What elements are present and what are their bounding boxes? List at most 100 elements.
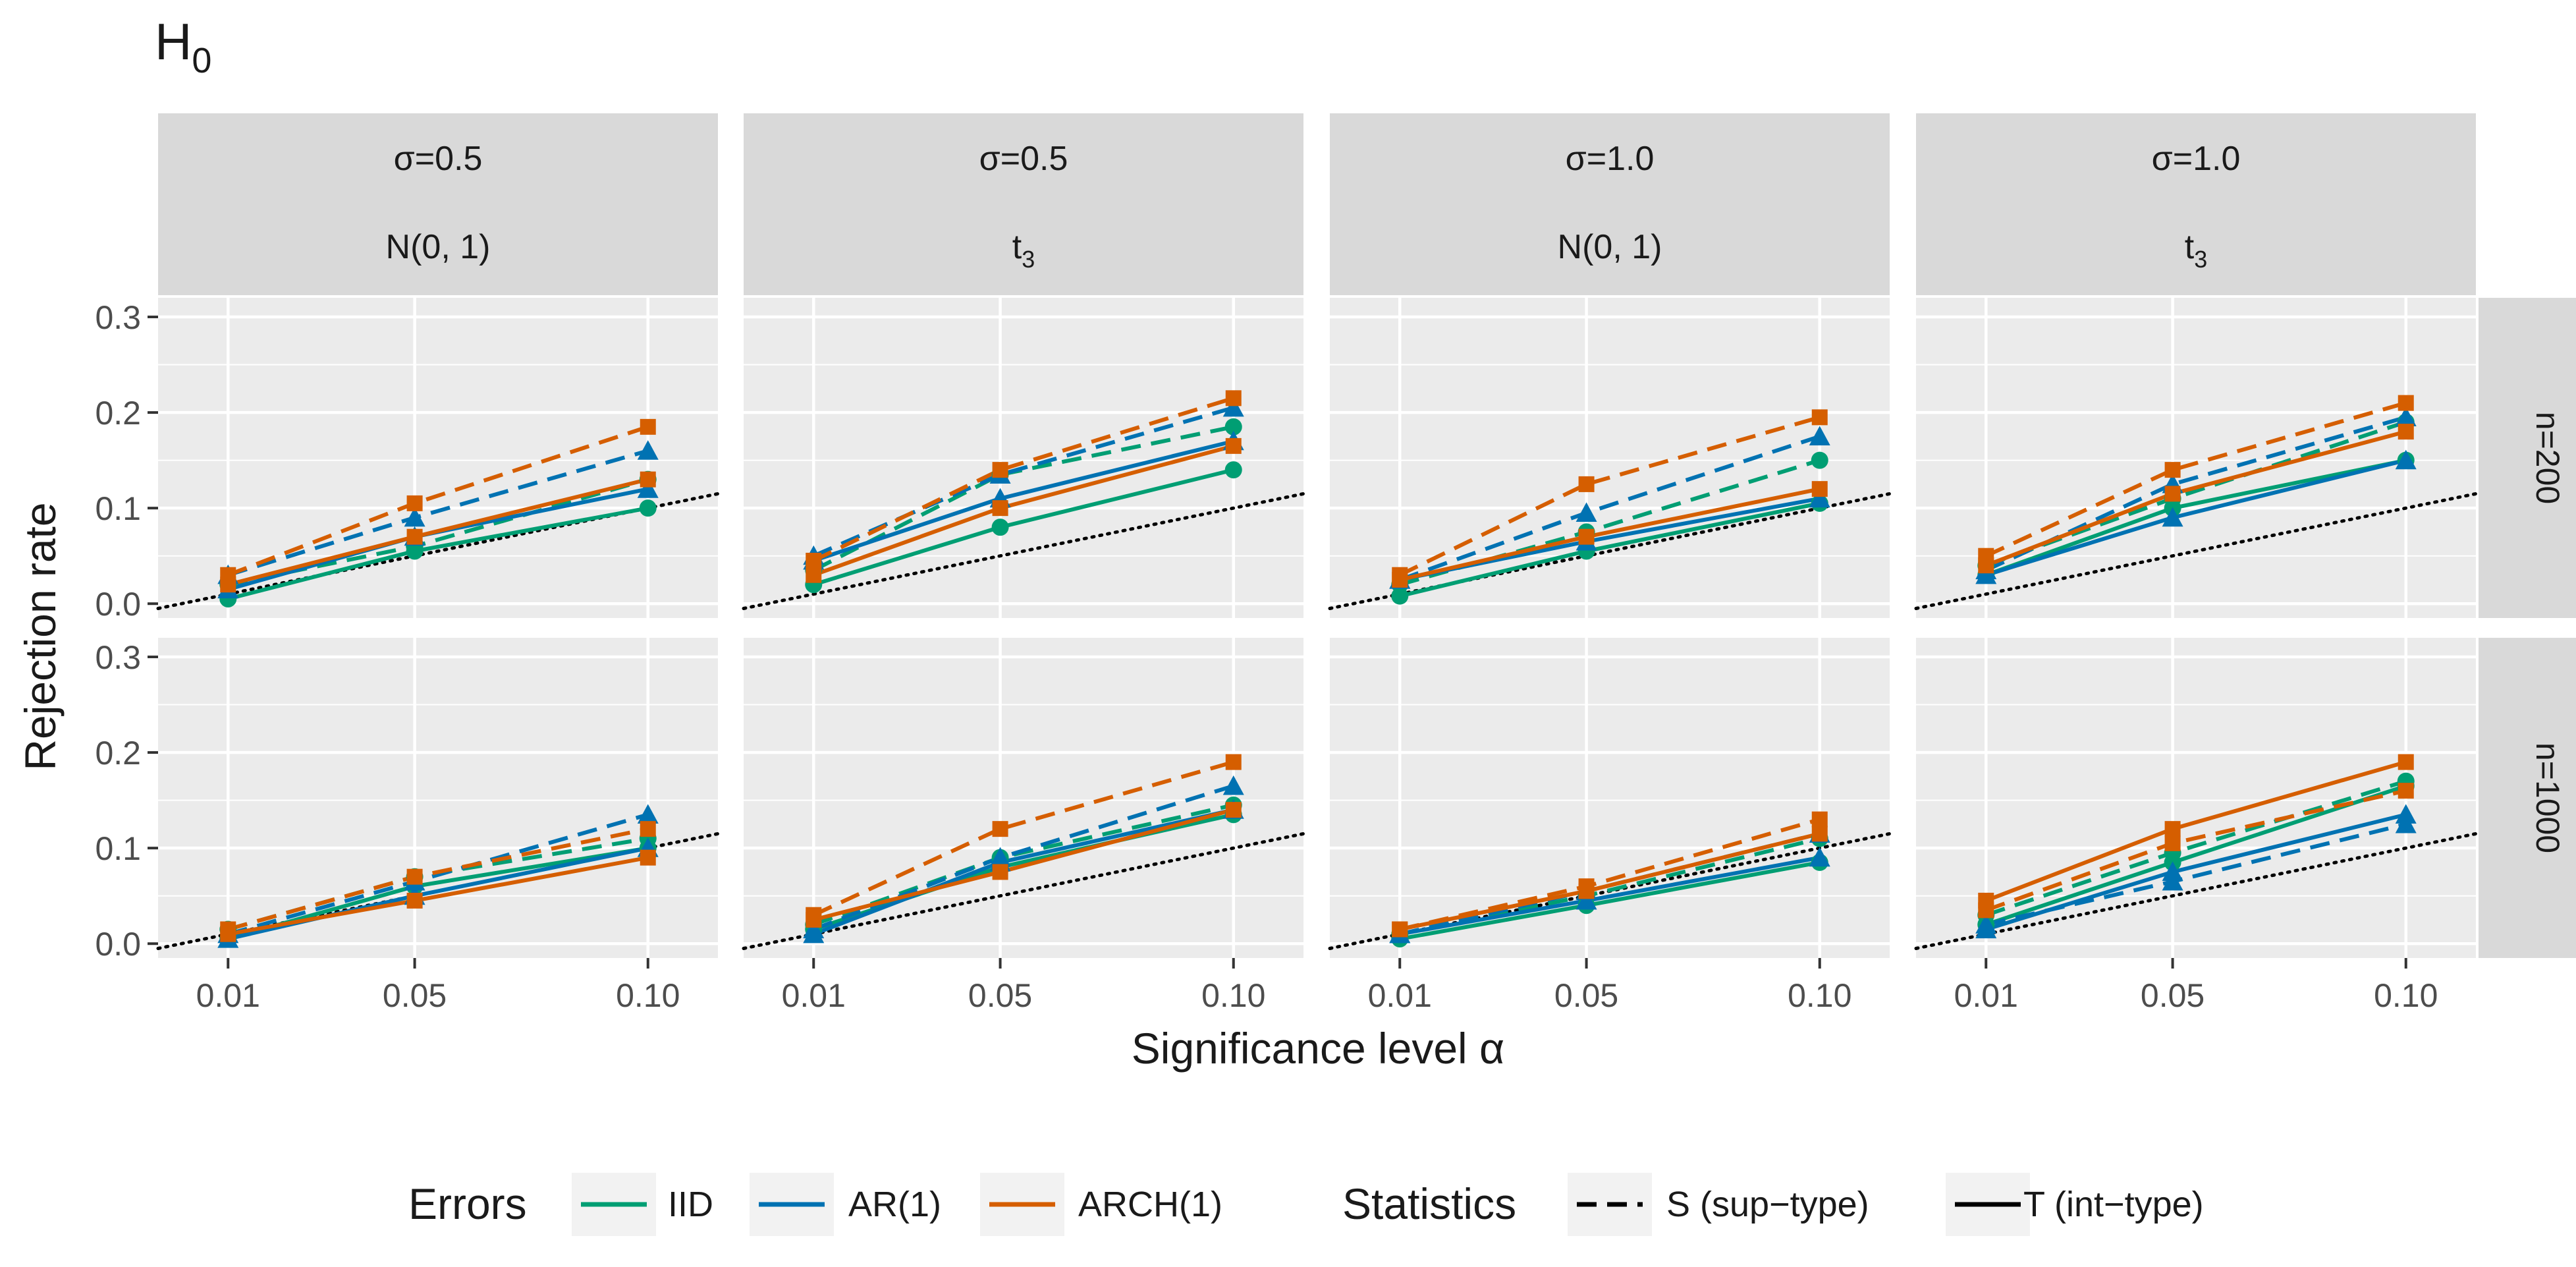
facet-strip-dist-main: t bbox=[2185, 228, 2195, 266]
y-tick-label: 0.2 bbox=[95, 735, 141, 772]
facet-strip-dist-main: N(0, 1) bbox=[386, 228, 491, 266]
x-tick-label: 0.01 bbox=[782, 977, 846, 1014]
marker-square bbox=[406, 495, 423, 511]
facet-strip-dist: N(0, 1) bbox=[386, 228, 491, 266]
facet-strip-dist: t3 bbox=[1012, 228, 1035, 273]
marker-square bbox=[640, 471, 656, 488]
reference-line bbox=[1914, 831, 2478, 950]
legend-label: T (int−type) bbox=[2023, 1185, 2204, 1224]
series-line bbox=[1398, 415, 1821, 577]
marker-triangle bbox=[2395, 804, 2417, 824]
marker-square bbox=[1225, 802, 1242, 818]
y-tick-label: 0.1 bbox=[95, 490, 141, 527]
marker-triangle bbox=[404, 507, 425, 527]
y-tick-label: 0.0 bbox=[95, 586, 141, 623]
marker-circle bbox=[406, 542, 424, 560]
marker-square bbox=[2398, 754, 2414, 770]
marker-square bbox=[640, 849, 656, 866]
marker-square bbox=[1811, 826, 1828, 842]
marker-triangle bbox=[2162, 507, 2183, 527]
legend-statistics-title: Statistics bbox=[1342, 1179, 1516, 1228]
facet-strip-dist: t3 bbox=[2185, 228, 2207, 273]
series-line bbox=[1985, 401, 2407, 558]
marker-square bbox=[2164, 462, 2181, 478]
facet-panel bbox=[742, 638, 1305, 958]
facet-panel bbox=[1328, 298, 1892, 618]
marker-triangle bbox=[1576, 889, 1597, 910]
reference-line bbox=[742, 492, 1305, 610]
facet-strip-col bbox=[158, 113, 718, 295]
legend-label: S (sup−type) bbox=[1666, 1185, 1869, 1224]
legend-label: IID bbox=[668, 1185, 713, 1224]
marker-square bbox=[640, 821, 656, 837]
x-tick-label: 0.01 bbox=[1368, 977, 1432, 1014]
marker-square bbox=[806, 567, 822, 583]
marker-triangle bbox=[1222, 397, 1244, 417]
marker-circle bbox=[1391, 587, 1409, 605]
marker-square bbox=[2164, 486, 2181, 502]
marker-square bbox=[2164, 835, 2181, 851]
x-tick-label: 0.05 bbox=[2141, 977, 2205, 1014]
x-tick-label: 0.10 bbox=[616, 977, 680, 1014]
legend-errors-title: Errors bbox=[408, 1179, 527, 1228]
marker-square bbox=[1811, 481, 1828, 497]
series-line bbox=[812, 760, 1234, 917]
marker-square bbox=[406, 868, 423, 885]
panel-background bbox=[158, 638, 718, 958]
marker-square bbox=[1392, 921, 1408, 938]
marker-square bbox=[1392, 571, 1408, 588]
x-tick-label: 0.10 bbox=[1201, 977, 1265, 1014]
facet-strip-row bbox=[2479, 298, 2576, 618]
marker-circle bbox=[1224, 418, 1242, 436]
facet-strip-sigma: σ=0.5 bbox=[979, 140, 1068, 178]
x-tick-label: 0.01 bbox=[1954, 977, 2018, 1014]
marker-square bbox=[1978, 892, 1994, 909]
y-tick-label: 0.3 bbox=[95, 299, 141, 336]
facet-strip-col bbox=[1916, 113, 2476, 295]
panel-background bbox=[1330, 298, 1890, 618]
marker-square bbox=[406, 528, 423, 545]
marker-square bbox=[992, 821, 1008, 837]
marker-circle bbox=[639, 499, 657, 517]
facet-panel bbox=[1914, 638, 2478, 958]
marker-triangle bbox=[2162, 861, 2183, 882]
facet-strip-dist-main: t bbox=[1012, 228, 1022, 266]
facet-strip-row bbox=[2479, 638, 2576, 958]
marker-square bbox=[1225, 390, 1242, 407]
marker-triangle bbox=[1975, 918, 1997, 939]
facet-strip-row-label: n=1000 bbox=[2529, 743, 2566, 853]
marker-triangle bbox=[1809, 488, 1830, 508]
legend-label: ARCH(1) bbox=[1078, 1185, 1222, 1224]
y-tick-label: 0.0 bbox=[95, 926, 141, 963]
marker-square bbox=[406, 892, 423, 909]
x-axis-title: Significance level α bbox=[1132, 1024, 1504, 1073]
marker-triangle bbox=[1809, 847, 1830, 867]
marker-square bbox=[806, 911, 822, 928]
marker-triangle bbox=[637, 478, 659, 498]
legend-label: AR(1) bbox=[848, 1185, 941, 1224]
facet-panel bbox=[156, 298, 720, 618]
y-tick-label: 0.1 bbox=[95, 830, 141, 867]
marker-square bbox=[1811, 409, 1828, 426]
marker-circle bbox=[1811, 451, 1828, 469]
marker-square bbox=[2398, 395, 2414, 411]
marker-square bbox=[1225, 754, 1242, 770]
marker-square bbox=[220, 926, 236, 942]
chart-title-subscript: 0 bbox=[192, 41, 211, 80]
marker-square bbox=[992, 864, 1008, 880]
facet-panel bbox=[1914, 298, 2478, 618]
marker-square bbox=[640, 418, 656, 435]
y-axis-title: Rejection rate bbox=[16, 502, 65, 770]
chart-title-main: H bbox=[155, 13, 192, 70]
facet-strip-sigma: σ=0.5 bbox=[394, 140, 483, 178]
x-tick-label: 0.05 bbox=[968, 977, 1032, 1014]
facet-strip-dist: N(0, 1) bbox=[1558, 228, 1662, 266]
panel-background bbox=[1330, 638, 1890, 958]
facet-strip-col bbox=[1330, 113, 1890, 295]
marker-triangle bbox=[2395, 449, 2417, 470]
marker-square bbox=[220, 577, 236, 593]
facet-strip-dist-main: N(0, 1) bbox=[1558, 228, 1662, 266]
marker-circle bbox=[1224, 461, 1242, 479]
x-tick-label: 0.10 bbox=[2374, 977, 2438, 1014]
chart-title: H0 bbox=[155, 13, 211, 80]
